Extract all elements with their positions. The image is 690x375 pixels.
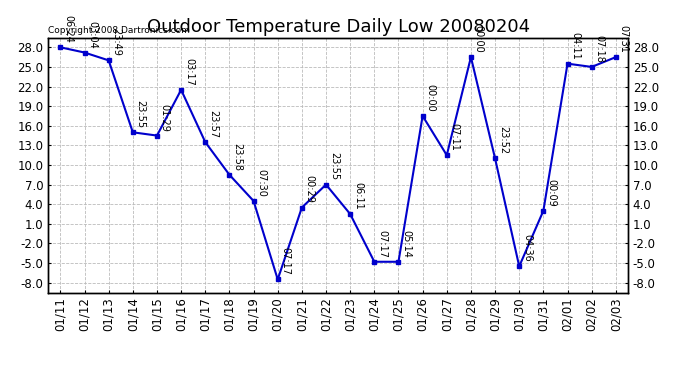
Text: 04:11: 04:11 bbox=[571, 32, 580, 60]
Text: 00:09: 00:09 bbox=[546, 179, 556, 207]
Text: 07:11: 07:11 bbox=[450, 123, 460, 151]
Text: 23:57: 23:57 bbox=[208, 110, 218, 138]
Text: 00:00: 00:00 bbox=[474, 25, 484, 53]
Text: 07:17: 07:17 bbox=[377, 230, 387, 258]
Text: 07:17: 07:17 bbox=[281, 247, 290, 275]
Text: 03:17: 03:17 bbox=[184, 58, 194, 86]
Text: 04:36: 04:36 bbox=[522, 234, 532, 262]
Text: 07:31: 07:31 bbox=[619, 25, 629, 53]
Text: 00:29: 00:29 bbox=[305, 176, 315, 203]
Text: 00:00: 00:00 bbox=[426, 84, 435, 112]
Text: 05:14: 05:14 bbox=[402, 230, 411, 258]
Text: 07:18: 07:18 bbox=[595, 35, 604, 63]
Text: 01:29: 01:29 bbox=[160, 104, 170, 131]
Text: 23:58: 23:58 bbox=[233, 142, 242, 171]
Title: Outdoor Temperature Daily Low 20080204: Outdoor Temperature Daily Low 20080204 bbox=[146, 18, 530, 36]
Text: Copyright 2008 Dartronics.com: Copyright 2008 Dartronics.com bbox=[48, 26, 190, 35]
Text: 23:55: 23:55 bbox=[136, 100, 146, 128]
Text: 03:04: 03:04 bbox=[88, 21, 97, 48]
Text: 23:52: 23:52 bbox=[498, 126, 508, 154]
Text: 06:24: 06:24 bbox=[63, 15, 73, 43]
Text: 06:11: 06:11 bbox=[353, 182, 363, 210]
Text: 23:49: 23:49 bbox=[112, 28, 121, 56]
Text: 07:30: 07:30 bbox=[257, 169, 266, 197]
Text: 23:55: 23:55 bbox=[329, 152, 339, 180]
